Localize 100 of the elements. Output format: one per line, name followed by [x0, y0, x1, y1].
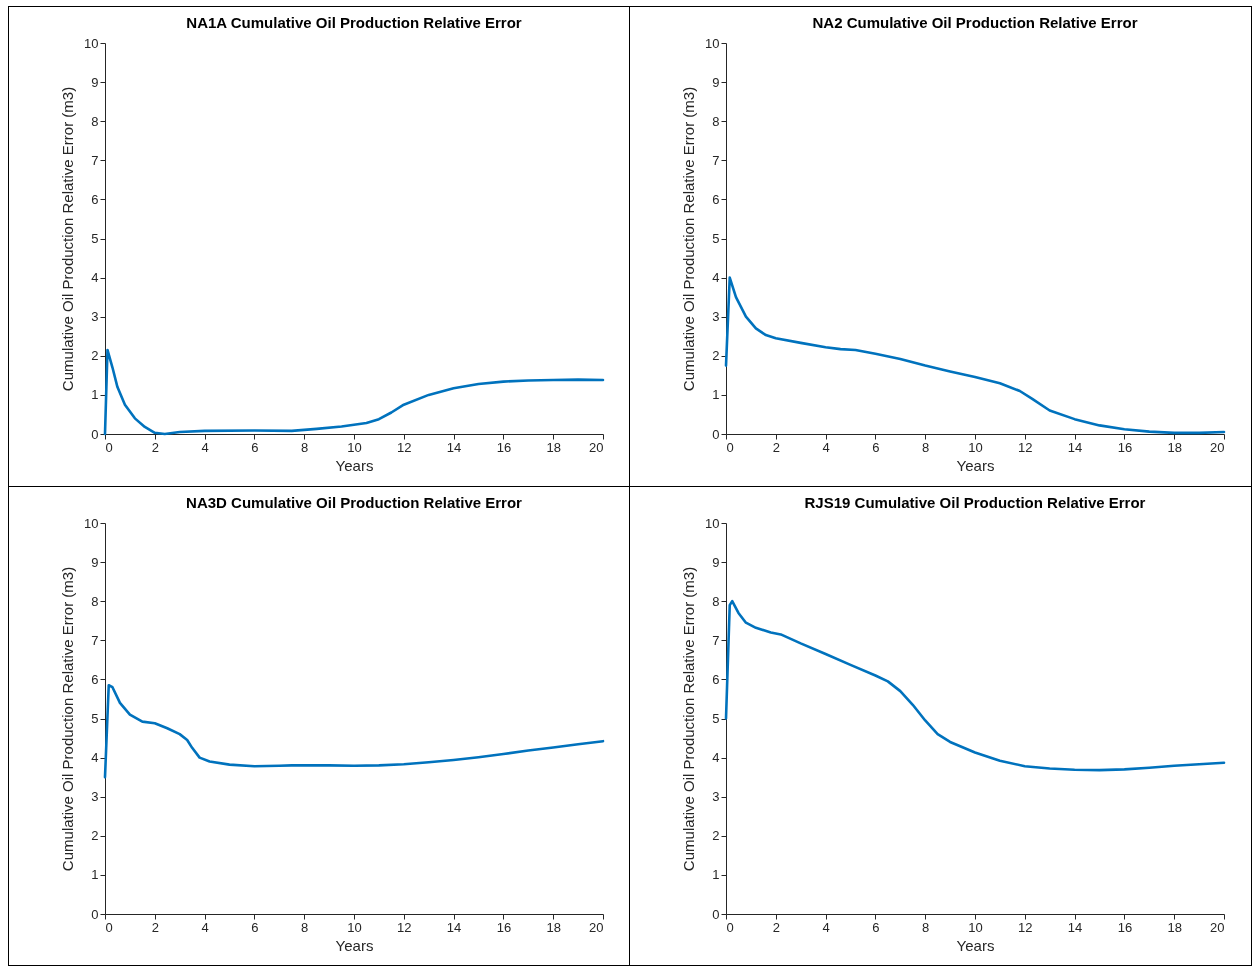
- y-tick-label: 8: [712, 593, 720, 609]
- chart-title: NA2 Cumulative Oil Production Relative Error: [812, 14, 1138, 31]
- x-tick-label: 18: [1167, 439, 1182, 455]
- y-tick-label: 3: [712, 789, 720, 805]
- y-tick-label: 10: [84, 515, 99, 531]
- x-tick-label: 20: [589, 919, 604, 935]
- x-tick-label: 6: [251, 919, 259, 935]
- y-tick-label: 7: [712, 632, 720, 648]
- x-tick-label: 10: [968, 919, 983, 935]
- y-tick-label: 0: [712, 426, 720, 442]
- x-tick-label: 14: [1067, 439, 1083, 455]
- x-axis-title: Years: [335, 936, 374, 954]
- x-tick-label: 4: [822, 439, 830, 455]
- x-tick-label: 8: [301, 919, 309, 935]
- y-axis-title: Cumulative Oil Production Relative Error (m3): [680, 566, 698, 872]
- y-tick-label: 3: [712, 309, 720, 325]
- x-tick-label: 10: [347, 439, 362, 455]
- x-tick-label: 8: [922, 439, 930, 455]
- y-tick-label: 10: [705, 515, 720, 531]
- y-tick-label: 9: [712, 554, 720, 570]
- x-tick-label: 16: [1117, 439, 1133, 455]
- x-tick-label: 12: [397, 439, 412, 455]
- y-tick-label: 7: [91, 152, 99, 168]
- y-tick-label: 8: [91, 593, 99, 609]
- y-tick-label: 4: [91, 750, 99, 766]
- x-tick-label: 6: [251, 439, 259, 455]
- y-tick-label: 8: [91, 113, 99, 129]
- x-axis-title: Years: [335, 456, 374, 474]
- x-tick-label: 8: [922, 919, 930, 935]
- x-tick-label: 2: [772, 919, 780, 935]
- y-tick-label: 2: [91, 348, 99, 364]
- y-tick-label: 0: [712, 906, 720, 922]
- y-tick-label: 1: [91, 867, 99, 883]
- x-tick-label: 12: [1018, 439, 1033, 455]
- y-tick-label: 4: [91, 270, 99, 286]
- y-tick-label: 5: [91, 231, 99, 246]
- x-tick-label: 6: [872, 919, 880, 935]
- y-tick-label: 5: [712, 231, 720, 246]
- chart-title: RJS19 Cumulative Oil Production Relative Error: [804, 494, 1146, 511]
- y-tick-label: 0: [91, 906, 99, 922]
- y-tick-label: 1: [712, 867, 720, 883]
- y-tick-label: 9: [91, 74, 99, 90]
- y-tick-label: 10: [705, 35, 720, 51]
- x-tick-label: 10: [968, 439, 983, 455]
- y-tick-label: 6: [712, 191, 720, 207]
- x-tick-label: 6: [872, 439, 880, 455]
- y-tick-label: 6: [91, 191, 99, 207]
- x-tick-label: 4: [201, 919, 209, 935]
- x-tick-label: 12: [1018, 919, 1033, 935]
- x-axis-title: Years: [956, 936, 995, 954]
- x-tick-label: 4: [201, 439, 209, 455]
- x-tick-label: 0: [105, 439, 113, 455]
- y-tick-label: 1: [712, 387, 720, 403]
- y-tick-label: 2: [712, 348, 720, 364]
- x-axis-title: Years: [956, 456, 995, 474]
- y-tick-label: 3: [91, 789, 99, 805]
- x-tick-label: 10: [347, 919, 362, 935]
- chart-title: NA1A Cumulative Oil Production Relative Error: [186, 14, 522, 31]
- y-tick-label: 6: [712, 671, 720, 687]
- y-tick-label: 2: [91, 828, 99, 844]
- x-tick-label: 18: [546, 919, 561, 935]
- x-tick-label: 20: [1210, 439, 1225, 455]
- y-tick-label: 2: [712, 828, 720, 844]
- x-tick-label: 16: [496, 439, 512, 455]
- x-tick-label: 14: [446, 439, 462, 455]
- y-tick-label: 1: [91, 387, 99, 403]
- x-tick-label: 4: [822, 919, 830, 935]
- chart-title: NA3D Cumulative Oil Production Relative Error: [186, 494, 523, 511]
- x-tick-label: 2: [151, 919, 159, 935]
- y-tick-label: 0: [91, 426, 99, 442]
- x-tick-label: 0: [105, 919, 113, 935]
- y-tick-label: 8: [712, 113, 720, 129]
- y-tick-label: 4: [712, 270, 720, 286]
- x-tick-label: 14: [446, 919, 462, 935]
- x-tick-label: 18: [546, 439, 561, 455]
- x-tick-label: 20: [589, 439, 604, 455]
- y-tick-label: 9: [712, 74, 720, 90]
- x-tick-label: 2: [772, 439, 780, 455]
- y-tick-label: 10: [84, 35, 99, 51]
- x-tick-label: 16: [1117, 919, 1133, 935]
- y-tick-label: 6: [91, 671, 99, 687]
- y-axis-title: Cumulative Oil Production Relative Error (m3): [680, 86, 698, 392]
- y-tick-label: 9: [91, 554, 99, 570]
- y-axis-title: Cumulative Oil Production Relative Error (m3): [59, 566, 77, 872]
- x-tick-label: 0: [726, 439, 734, 455]
- y-tick-label: 3: [91, 309, 99, 325]
- y-tick-label: 7: [712, 152, 720, 168]
- x-tick-label: 12: [397, 919, 412, 935]
- x-tick-label: 2: [151, 439, 159, 455]
- x-tick-label: 8: [301, 439, 309, 455]
- x-tick-label: 0: [726, 919, 734, 935]
- x-tick-label: 20: [1210, 919, 1225, 935]
- x-tick-label: 16: [496, 919, 512, 935]
- y-tick-label: 5: [712, 711, 720, 726]
- y-tick-label: 7: [91, 632, 99, 648]
- y-axis-title: Cumulative Oil Production Relative Error (m3): [59, 86, 77, 392]
- x-tick-label: 18: [1167, 919, 1182, 935]
- x-tick-label: 14: [1067, 919, 1083, 935]
- y-tick-label: 5: [91, 711, 99, 726]
- y-tick-label: 4: [712, 750, 720, 766]
